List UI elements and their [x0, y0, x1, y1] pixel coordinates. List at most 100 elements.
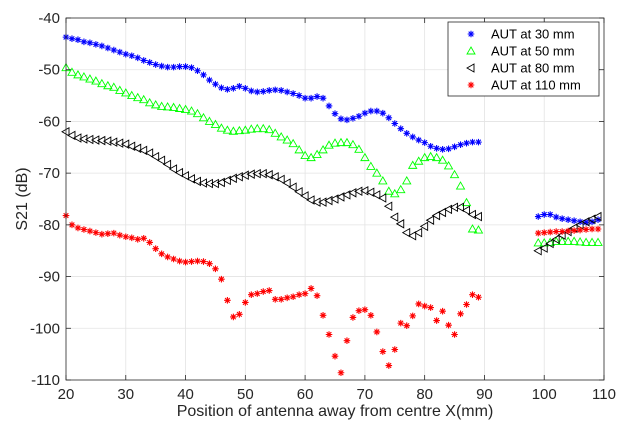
- series-2-point-21: [186, 106, 197, 115]
- series-3-point-24: [204, 178, 213, 189]
- series-2-point-29: [234, 125, 245, 135]
- series-2-point-47: [342, 137, 352, 147]
- legend: AUT at 30 mm AUT at 50 mm AUT at 80 mm AUT …: [447, 21, 600, 97]
- series-1-point-37: [283, 88, 291, 96]
- series-3-point-80: [593, 211, 602, 222]
- series-2-point-35: [270, 128, 280, 137]
- series-4-point-40: [301, 290, 309, 297]
- series-4-point-53: [379, 348, 387, 355]
- series-3-point-78: [581, 216, 590, 227]
- series-4-point-51: [367, 312, 375, 319]
- series-3-point-70: [533, 245, 542, 256]
- series-4-point-34: [265, 287, 273, 294]
- series-4-point-77: [576, 226, 584, 234]
- series-3-point-15: [150, 151, 160, 162]
- series-4-point-29: [236, 311, 243, 318]
- series-4-point-32: [253, 290, 261, 297]
- series-2-point-76: [569, 236, 579, 245]
- series-2-point-68: [467, 224, 478, 233]
- series-1-point-66: [457, 141, 464, 148]
- series-2-point-30: [240, 125, 251, 134]
- series-2-point-43: [318, 144, 328, 154]
- series-2-point-75: [563, 236, 573, 245]
- series-3-point-14: [144, 148, 154, 158]
- series-2-point-46: [336, 137, 346, 147]
- legend-marker-3: [466, 63, 475, 73]
- series-1-point-46: [337, 115, 345, 123]
- series-3-point-12: [132, 143, 142, 154]
- series-4-point-71: [540, 229, 548, 236]
- series-2-point-22: [192, 108, 203, 118]
- series-4-point-76: [570, 227, 578, 234]
- x-tick-label-9: 110: [592, 386, 616, 403]
- series-1-point-31: [248, 87, 255, 95]
- series-3-point-42: [312, 197, 321, 207]
- series-4-point-12: [134, 236, 142, 243]
- series-3-point-34: [264, 169, 273, 180]
- series-1-point-58: [409, 133, 417, 141]
- series-4-point-20: [182, 258, 189, 266]
- series-4-point-33: [259, 288, 267, 295]
- x-tick-label-4: 60: [297, 386, 314, 403]
- legend-label-2: AUT at 50 mm: [491, 44, 575, 59]
- series-4-point-62: [433, 317, 440, 324]
- series-2-point-50: [360, 152, 370, 162]
- series-2-point-15: [150, 99, 161, 109]
- series-4-point-18: [170, 255, 177, 263]
- series-4-point-54: [385, 362, 393, 369]
- series-1-point-29: [236, 82, 243, 90]
- series-2-point-67: [461, 197, 472, 207]
- series-2-point-39: [294, 144, 304, 154]
- x-tick-label-3: 50: [237, 386, 254, 403]
- series-4-point-6: [98, 230, 106, 238]
- series-1-point-15: [152, 61, 159, 68]
- series-3-point-1: [67, 130, 76, 141]
- series-4-point-67: [463, 301, 470, 308]
- series-3-point-57: [401, 227, 411, 238]
- series-2-point-78: [581, 237, 591, 246]
- series-2-point-1: [67, 67, 77, 76]
- series-3-point-41: [306, 195, 315, 205]
- series-1-point-63: [439, 146, 446, 153]
- series-2-point-3: [79, 72, 89, 81]
- series-4-point-50: [361, 306, 369, 313]
- series-4-point-59: [415, 300, 422, 308]
- series-3-point-39: [294, 186, 303, 197]
- series-3-point-43: [318, 197, 327, 207]
- series-1-point-22: [194, 67, 201, 75]
- series-2-point-77: [575, 237, 585, 246]
- series-2-point-52: [372, 168, 382, 177]
- series-2-point-20: [180, 104, 191, 113]
- series-1-point-56: [397, 125, 405, 132]
- series-4-point-72: [546, 228, 554, 236]
- series-4-point-46: [337, 369, 345, 377]
- series-4-point-60: [421, 302, 428, 310]
- series-1-point-16: [158, 62, 165, 70]
- series-1-point-47: [343, 116, 351, 124]
- series-1-point-5: [92, 41, 100, 48]
- plot-frame: [65, 17, 605, 381]
- series-1-point-40: [301, 94, 309, 102]
- series-1-point-69: [475, 138, 482, 146]
- series-3-point-46: [336, 192, 345, 202]
- series-4-point-25: [212, 265, 219, 273]
- series-2-point-64: [443, 160, 454, 170]
- x-tick-label-8: 100: [532, 386, 557, 403]
- series-4-point-78: [582, 226, 590, 233]
- series-3: [61, 126, 602, 256]
- series-3-point-50: [359, 185, 369, 196]
- series-1-point-18: [170, 63, 177, 71]
- series-1-point-17: [164, 63, 171, 71]
- series-1-point-48: [349, 115, 357, 122]
- series-3-point-45: [330, 194, 339, 204]
- series-4-point-63: [439, 307, 446, 315]
- series-1-point-60: [421, 139, 428, 146]
- series-1-point-54: [385, 114, 393, 122]
- series-1-point-39: [295, 92, 303, 99]
- series-1-point-53: [379, 109, 387, 117]
- series-2-point-34: [264, 124, 275, 134]
- series-4-point-41: [307, 285, 315, 292]
- series-4-point-45: [331, 352, 339, 360]
- series-4-point-17: [164, 253, 171, 261]
- series-3-point-29: [234, 171, 243, 182]
